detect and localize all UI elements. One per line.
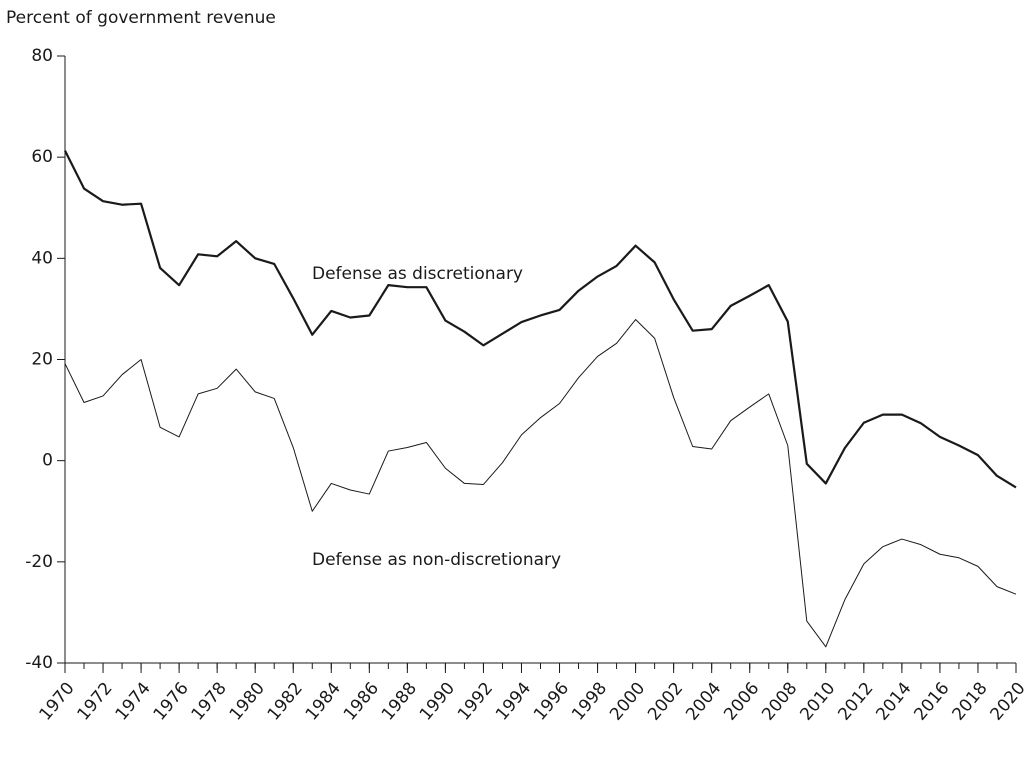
x-tick-label: 2004 — [682, 679, 725, 725]
x-tick-label: 1982 — [264, 679, 307, 725]
x-tick-label: 1992 — [454, 679, 497, 725]
x-tick-label: 2008 — [758, 679, 801, 725]
y-tick-label: 80 — [31, 46, 53, 66]
x-tick-label: 2018 — [948, 679, 991, 725]
x-tick-label: 1998 — [568, 679, 611, 725]
x-tick-label: 2012 — [834, 679, 877, 725]
x-tick-label: 1972 — [74, 679, 117, 725]
x-tick-label: 2016 — [910, 679, 953, 725]
x-tick-label: 1974 — [112, 679, 155, 725]
x-tick-label: 2010 — [796, 679, 839, 725]
y-tick-label: -40 — [25, 653, 53, 673]
x-tick-label: 2000 — [606, 679, 649, 725]
series-label: Defense as non-discretionary — [312, 550, 561, 570]
x-tick-label: 1996 — [530, 679, 573, 725]
x-tick-label: 1980 — [226, 679, 269, 725]
x-tick-label: 2002 — [644, 679, 687, 725]
x-tick-label: 1976 — [150, 679, 193, 725]
y-tick-label: 40 — [31, 248, 53, 268]
x-tick-label: 2006 — [720, 679, 763, 725]
x-tick-label: 1994 — [492, 679, 535, 725]
x-tick-label: 2014 — [872, 679, 915, 725]
series-line — [64, 150, 1017, 489]
x-tick-label: 1970 — [36, 679, 79, 725]
x-tick-label: 1988 — [378, 679, 421, 725]
series-label: Defense as discretionary — [312, 264, 523, 284]
y-axis-label: Percent of government revenue — [6, 8, 276, 28]
y-tick-label: 20 — [31, 350, 53, 370]
x-tick-label: 1986 — [340, 679, 383, 725]
y-tick-label: 60 — [31, 147, 53, 167]
y-tick-label: 0 — [42, 451, 53, 471]
x-tick-label: 1978 — [188, 679, 231, 725]
series-line — [64, 319, 1017, 648]
x-tick-label: 1984 — [302, 679, 345, 725]
x-tick-label: 1990 — [416, 679, 459, 725]
x-tick-label: 2020 — [987, 679, 1030, 725]
y-tick-label: -20 — [25, 552, 53, 572]
